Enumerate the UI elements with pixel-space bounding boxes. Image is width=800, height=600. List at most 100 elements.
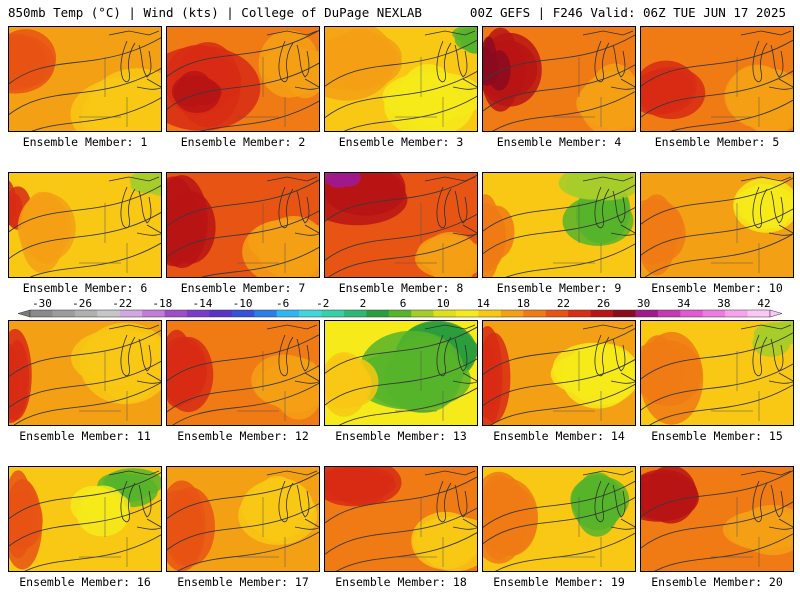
- ensemble-member-label: Ensemble Member: 18: [335, 575, 467, 589]
- height-contour: [505, 243, 635, 277]
- height-contour: [483, 184, 635, 232]
- temperature-map: [483, 27, 635, 131]
- colorbar-segment: [635, 310, 659, 317]
- chart-title: 850mb Temp (°C) | Wind (kts) | College o…: [8, 5, 422, 20]
- great-lakes-outline: [108, 470, 161, 530]
- colorbar-segment: [254, 310, 277, 317]
- temperature-region: [644, 467, 697, 524]
- temperature-map: [9, 173, 161, 277]
- temperature-region: [641, 68, 694, 110]
- ensemble-member-label: Ensemble Member: 15: [651, 429, 783, 443]
- height-contour: [641, 70, 793, 118]
- temperature-region: [726, 64, 789, 128]
- great-lakes-outline: [582, 324, 635, 384]
- height-contour: [9, 499, 161, 547]
- ensemble-map-panel: [640, 26, 794, 132]
- great-lakes-outline: [108, 176, 161, 236]
- height-contour: [325, 507, 477, 555]
- ensemble-member-label: Ensemble Member: 20: [651, 575, 783, 589]
- colorbar-segment: [680, 310, 704, 317]
- state-borders: [395, 57, 444, 127]
- height-contour: [325, 476, 477, 524]
- colorbar-segment: [725, 310, 748, 317]
- height-contour: [9, 329, 161, 378]
- ensemble-map-panel: [640, 466, 794, 572]
- temperature-map: [325, 173, 477, 277]
- temperature-region: [20, 191, 65, 274]
- colorbar-segment: [366, 310, 390, 317]
- colorbar-segment: [343, 310, 367, 317]
- state-borders: [237, 497, 286, 567]
- ensemble-map-panel: [166, 320, 320, 426]
- great-lakes-outline: [266, 176, 319, 236]
- colorbar-segment: [411, 310, 434, 317]
- colorbar-tick-label: 14: [477, 297, 491, 310]
- temperature-map: [167, 321, 319, 425]
- ensemble-member-label: Ensemble Member: 11: [19, 429, 151, 443]
- state-borders: [711, 203, 760, 273]
- ensemble-member-label: Ensemble Member: 5: [654, 135, 780, 149]
- temperature-region: [574, 472, 620, 537]
- colorbar-segment: [74, 310, 98, 317]
- temperature-map: [9, 27, 161, 131]
- temperature-map: [325, 321, 477, 425]
- ensemble-map-panel: [166, 466, 320, 572]
- state-borders: [711, 57, 760, 127]
- temperature-region: [565, 343, 635, 405]
- great-lakes-outline: [582, 30, 635, 90]
- temperature-region: [733, 177, 793, 233]
- great-lakes-outline: [424, 470, 477, 530]
- ensemble-map-panel: [8, 26, 162, 132]
- great-lakes-outline: [108, 30, 161, 90]
- height-contour: [641, 469, 793, 518]
- height-contour: [654, 533, 793, 571]
- great-lakes-outline: [740, 324, 793, 384]
- temperature-map: [325, 467, 477, 571]
- height-contour: [9, 211, 161, 260]
- colorbar-tick-label: 2: [360, 297, 367, 310]
- colorbar-segment: [433, 310, 457, 317]
- state-borders: [395, 203, 444, 273]
- ensemble-map-panel: [166, 26, 320, 132]
- state-borders: [553, 57, 602, 127]
- height-contour: [325, 358, 477, 406]
- height-contour: [9, 184, 161, 233]
- colorbar-tick-label: 18: [517, 297, 530, 310]
- great-lakes-outline: [424, 324, 477, 384]
- height-contour: [167, 334, 319, 382]
- ensemble-map-panel: [324, 26, 478, 132]
- height-contour: [167, 29, 319, 78]
- temperature-region: [483, 474, 519, 560]
- colorbar-tick-label: -26: [72, 297, 92, 310]
- height-contour: [483, 358, 635, 407]
- great-lakes-outline: [740, 470, 793, 530]
- temperature-map: [325, 27, 477, 131]
- colorbar-segment: [97, 310, 120, 317]
- ensemble-member-label: Ensemble Member: 14: [493, 429, 625, 443]
- height-contour: [325, 174, 477, 222]
- state-borders: [237, 57, 286, 127]
- state-borders: [711, 351, 760, 421]
- colorbar-segment: [456, 310, 479, 317]
- temperature-map: [641, 467, 793, 571]
- height-contour: [495, 532, 635, 571]
- valid-time: 00Z GEFS | F246 Valid: 06Z TUE JUN 17 20…: [469, 5, 786, 20]
- temperature-map: [167, 27, 319, 131]
- colorbar-left-arrow: [17, 309, 31, 318]
- height-contour: [343, 95, 477, 131]
- ensemble-member-label: Ensemble Member: 6: [22, 281, 148, 295]
- ensemble-map-panel: [640, 320, 794, 426]
- temperature-region: [483, 326, 503, 425]
- height-contour: [167, 471, 319, 520]
- colorbar-segment: [276, 310, 300, 317]
- height-contour: [9, 471, 161, 520]
- great-lakes-outline: [582, 176, 635, 236]
- ensemble-member-label: Ensemble Member: 8: [338, 281, 464, 295]
- colorbar-segment: [164, 310, 188, 317]
- ensemble-map-panel: [166, 172, 320, 278]
- great-lakes-outline: [582, 470, 635, 530]
- temperature-map: [167, 173, 319, 277]
- ensemble-map-panel: [482, 26, 636, 132]
- height-contour: [649, 384, 793, 425]
- colorbar-segment: [747, 310, 771, 317]
